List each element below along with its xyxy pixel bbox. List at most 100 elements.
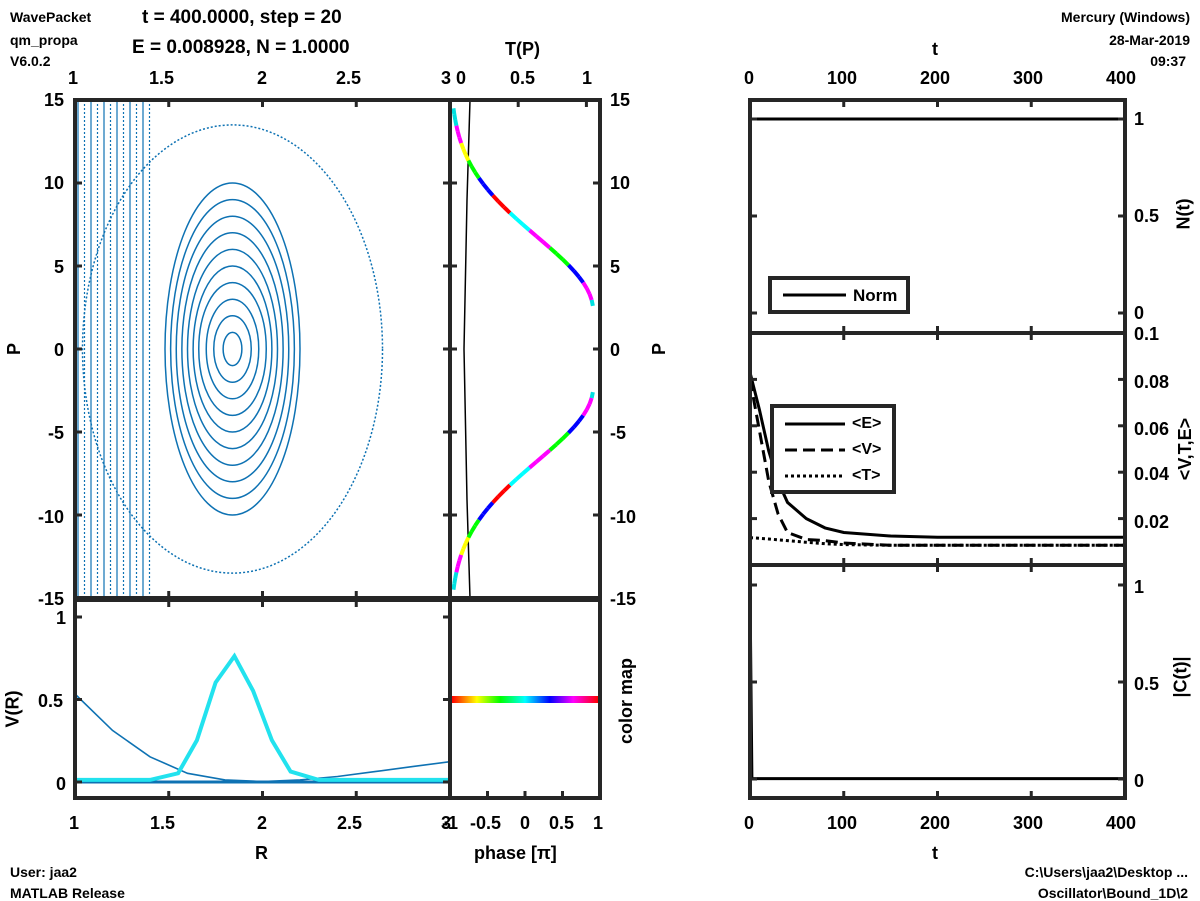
contour-level (198, 281, 267, 417)
tp-segment (461, 148, 468, 156)
tick-label: 2.5 (336, 68, 362, 88)
tp-segment (581, 408, 589, 417)
tick-label: -10 (38, 507, 65, 527)
tick-label: -0.5 (470, 813, 502, 833)
tp-segment (463, 536, 471, 545)
contour-level (213, 315, 252, 383)
tick-label: 200 (920, 68, 951, 88)
r-axis-label: R (255, 843, 268, 863)
tp-segment (514, 472, 525, 481)
tp-segment (473, 171, 481, 180)
tp-segment (561, 257, 570, 267)
tp-segment (451, 583, 457, 590)
tp-segment (554, 437, 564, 446)
tp-segment (572, 269, 581, 279)
user-label: User: jaa2 (10, 864, 77, 880)
tp-segment (587, 397, 594, 405)
tp-segment (521, 222, 531, 232)
tick-label: 0.08 (1134, 372, 1170, 392)
tp-segment (521, 466, 531, 476)
tp-segment (585, 402, 592, 411)
tp-segment (496, 199, 506, 209)
tick-label: 0.5 (1134, 206, 1160, 226)
tick-label: 0 (610, 340, 621, 360)
tick-label: -15 (38, 589, 65, 609)
tick-label: 2 (257, 813, 268, 833)
energy-E-line (750, 372, 1125, 539)
tick-label: 400 (1106, 68, 1137, 88)
tp-segment (502, 483, 512, 493)
tick-label: 300 (1013, 68, 1044, 88)
density-curve (75, 652, 450, 782)
contour-level (222, 331, 243, 367)
tp-segment (469, 524, 477, 533)
norm-axis-label: N(t) (1173, 198, 1194, 230)
contour-level (169, 198, 296, 500)
tick-label: 400 (1106, 813, 1137, 833)
tick-label: 15 (610, 90, 631, 110)
energy-axis-label: <V,T,E> (1175, 417, 1196, 481)
tp-segment (455, 560, 462, 567)
tp-segment (459, 142, 466, 150)
contour-level (175, 215, 290, 483)
tick-label: 0.1 (1134, 324, 1160, 344)
tick-label: 0 (744, 813, 755, 833)
tp-panel (448, 98, 602, 600)
tp-segment (473, 518, 481, 527)
tp-segment (477, 176, 485, 186)
tp-segment (561, 431, 570, 441)
tp-segment (452, 577, 458, 585)
legend-V-label: <V> (852, 441, 882, 458)
tick-label: -5 (610, 423, 627, 443)
tp-segment (548, 246, 558, 256)
tick-label: 0.04 (1134, 464, 1170, 484)
tick-label: 0 (456, 68, 467, 88)
tick-label: 100 (827, 68, 858, 88)
contour-level-outer (81, 124, 384, 574)
contour-level (164, 182, 301, 516)
tick-label: 0 (56, 774, 67, 794)
tp-segment (463, 153, 471, 162)
tp-segment (502, 205, 512, 215)
tp-segment (496, 489, 506, 499)
tp-title: T(P) (505, 39, 540, 59)
version-label: V6.0.2 (10, 53, 51, 69)
contour-level (192, 265, 273, 433)
tp-segment (452, 113, 458, 121)
tp-segment (469, 165, 477, 174)
tp-segment (587, 293, 594, 301)
tick-label: 10 (610, 173, 631, 193)
tp-segment (577, 275, 585, 284)
tick-label: 200 (920, 813, 951, 833)
vr-panel (73, 598, 452, 800)
tick-label: 100 (827, 813, 858, 833)
tick-label: 0.5 (549, 813, 575, 833)
energy-norm-title: E = 0.008928, N = 1.0000 (132, 37, 350, 58)
tick-label: 3 (441, 813, 452, 833)
tick-label: -1 (442, 813, 459, 833)
tp-segment (577, 414, 585, 423)
tp-segment (528, 460, 538, 470)
tick-label: 0.06 (1134, 419, 1170, 439)
tick-label: 300 (1013, 813, 1044, 833)
t-axis-label-bottom: t (932, 843, 938, 863)
module-name: qm_propa (10, 32, 78, 48)
date-label: 28-Mar-2019 (1109, 32, 1190, 48)
tick-label: 0.02 (1134, 512, 1170, 532)
tick-label: 0.5 (1134, 674, 1160, 694)
tick-label: 0 (744, 68, 755, 88)
tp-segment (491, 495, 500, 504)
tp-segment (453, 119, 459, 127)
tp-segment (514, 217, 525, 226)
p-axis-label-right: P (649, 342, 670, 356)
norm-legend-label: Norm (853, 286, 898, 305)
tick-label: 1 (582, 68, 593, 88)
tp-segment (541, 448, 552, 458)
tp-segment (459, 548, 466, 556)
tp-segment (535, 454, 545, 464)
tick-label: 10 (44, 173, 65, 193)
tp-segment (486, 501, 495, 510)
tick-label: 2 (257, 68, 268, 88)
legend-T-label: <T> (852, 467, 881, 484)
